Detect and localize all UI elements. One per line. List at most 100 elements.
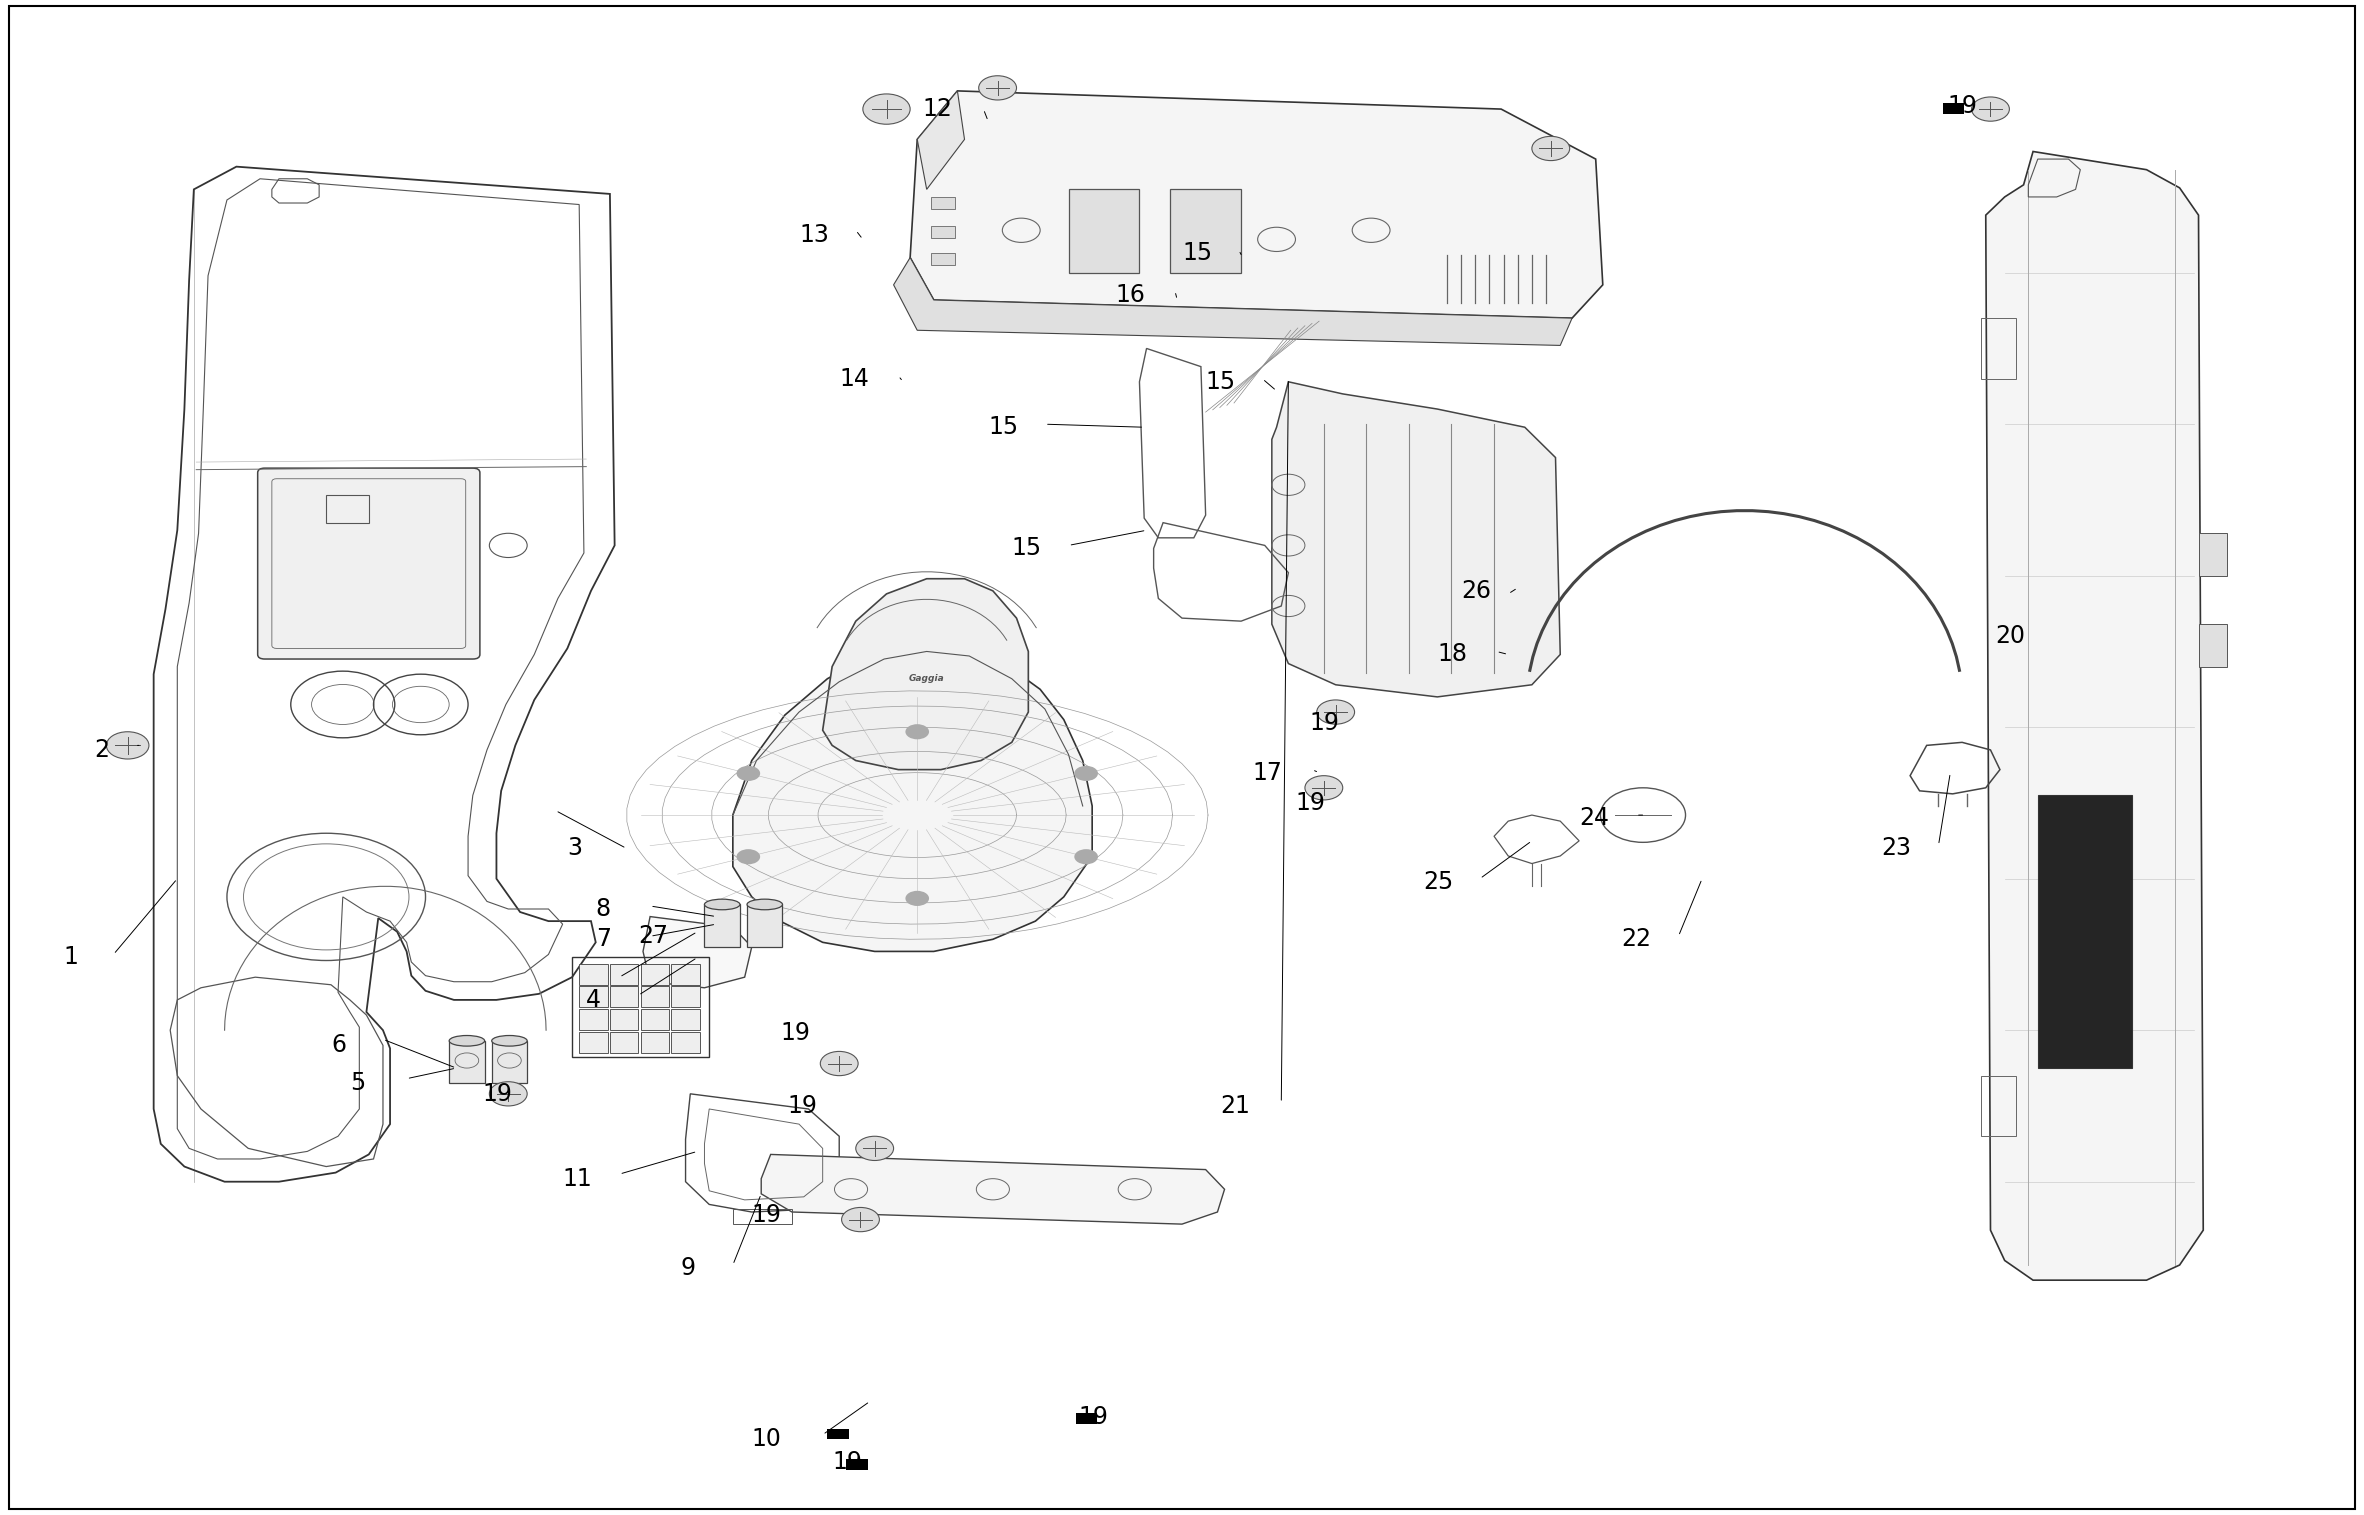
- Bar: [579, 1009, 608, 1030]
- Bar: [1981, 1076, 2016, 1136]
- Bar: [2199, 624, 2227, 667]
- Polygon shape: [761, 1154, 1225, 1224]
- Bar: [671, 986, 700, 1007]
- Text: 15: 15: [1012, 536, 1043, 561]
- Bar: [326, 495, 369, 523]
- Text: 11: 11: [563, 1167, 593, 1191]
- Polygon shape: [910, 91, 1603, 318]
- Circle shape: [905, 891, 929, 906]
- Circle shape: [1073, 848, 1097, 864]
- Bar: [1943, 103, 1964, 114]
- Bar: [1981, 318, 2016, 379]
- Text: 19: 19: [1310, 711, 1340, 735]
- Bar: [931, 253, 955, 265]
- Text: 20: 20: [1995, 624, 2026, 648]
- Polygon shape: [823, 579, 1028, 770]
- Text: 7: 7: [596, 927, 610, 951]
- Bar: [671, 1032, 700, 1053]
- Polygon shape: [733, 644, 1092, 951]
- Circle shape: [1073, 767, 1097, 782]
- Text: 19: 19: [1948, 94, 1979, 118]
- Bar: [704, 904, 740, 947]
- Bar: [671, 1009, 700, 1030]
- Text: 8: 8: [596, 897, 610, 921]
- Circle shape: [979, 76, 1017, 100]
- Text: 18: 18: [1437, 642, 1468, 667]
- Text: 16: 16: [1116, 283, 1147, 308]
- Text: 12: 12: [922, 97, 953, 121]
- Text: 1: 1: [64, 945, 78, 970]
- Ellipse shape: [747, 900, 782, 909]
- Text: 6: 6: [331, 1033, 345, 1057]
- Text: 19: 19: [780, 1021, 811, 1045]
- Text: 5: 5: [350, 1071, 364, 1095]
- Circle shape: [856, 1136, 894, 1160]
- Text: 15: 15: [988, 415, 1019, 439]
- Bar: [1170, 189, 1241, 273]
- Text: 9: 9: [681, 1256, 695, 1280]
- Bar: [610, 1032, 638, 1053]
- Text: 14: 14: [839, 367, 870, 391]
- Circle shape: [489, 1082, 527, 1106]
- Text: 2: 2: [95, 738, 109, 762]
- Bar: [641, 1009, 669, 1030]
- Circle shape: [863, 94, 910, 124]
- Bar: [449, 1041, 485, 1083]
- Bar: [931, 226, 955, 238]
- Ellipse shape: [492, 1036, 527, 1047]
- Text: 19: 19: [482, 1082, 513, 1106]
- Bar: [733, 1209, 792, 1224]
- Ellipse shape: [449, 1036, 485, 1047]
- Circle shape: [1972, 97, 2009, 121]
- Circle shape: [738, 767, 761, 782]
- Text: 15: 15: [1182, 241, 1213, 265]
- Bar: [2199, 533, 2227, 576]
- Text: 19: 19: [1295, 791, 1326, 815]
- Bar: [827, 1429, 849, 1439]
- Text: 24: 24: [1579, 806, 1610, 830]
- Bar: [579, 1032, 608, 1053]
- Bar: [1069, 189, 1139, 273]
- Polygon shape: [643, 917, 752, 988]
- Text: 13: 13: [799, 223, 830, 247]
- Bar: [641, 1032, 669, 1053]
- Circle shape: [1532, 136, 1570, 161]
- Bar: [747, 904, 782, 947]
- Text: 3: 3: [567, 836, 582, 861]
- Text: 26: 26: [1461, 579, 1492, 603]
- Circle shape: [905, 724, 929, 739]
- Text: 19: 19: [1078, 1404, 1109, 1429]
- Bar: [610, 1009, 638, 1030]
- Polygon shape: [917, 91, 965, 189]
- Text: 19: 19: [752, 1203, 782, 1227]
- Text: 19: 19: [832, 1450, 863, 1474]
- Bar: [610, 964, 638, 985]
- Text: 17: 17: [1253, 761, 1284, 785]
- Text: 4: 4: [586, 988, 600, 1012]
- Bar: [572, 957, 709, 1057]
- Bar: [579, 986, 608, 1007]
- Bar: [579, 964, 608, 985]
- Text: 23: 23: [1882, 836, 1912, 861]
- Text: 27: 27: [638, 924, 669, 948]
- Text: Gaggia: Gaggia: [908, 674, 946, 683]
- Polygon shape: [1272, 382, 1560, 697]
- Bar: [610, 986, 638, 1007]
- Bar: [641, 964, 669, 985]
- Text: 25: 25: [1423, 870, 1454, 894]
- Bar: [492, 1041, 527, 1083]
- Polygon shape: [1986, 152, 2203, 1280]
- Circle shape: [738, 848, 761, 864]
- Circle shape: [106, 732, 149, 759]
- Polygon shape: [894, 258, 1572, 345]
- Bar: [2038, 795, 2132, 1068]
- Ellipse shape: [704, 900, 740, 909]
- Bar: [641, 986, 669, 1007]
- Text: 21: 21: [1220, 1094, 1251, 1118]
- Text: 22: 22: [1622, 927, 1652, 951]
- Text: 15: 15: [1206, 370, 1236, 394]
- Bar: [1076, 1413, 1097, 1424]
- Circle shape: [820, 1051, 858, 1076]
- Text: 10: 10: [752, 1427, 782, 1451]
- Circle shape: [1317, 700, 1355, 724]
